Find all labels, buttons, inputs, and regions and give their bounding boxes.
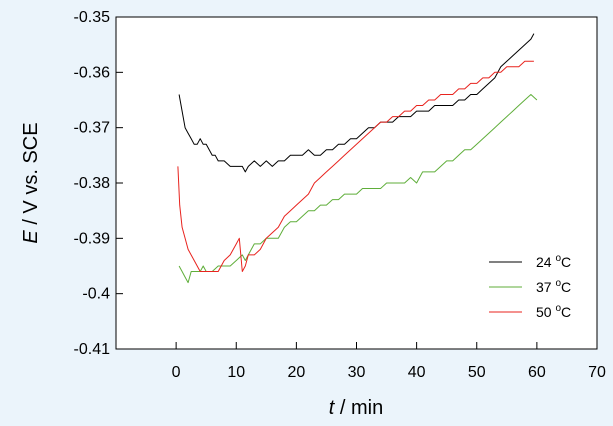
legend-degree: o [555, 253, 561, 264]
legend-entry: 50 oC [536, 303, 571, 320]
plot-area [115, 16, 598, 350]
legend-entry: 37 oC [536, 278, 571, 295]
x-axis-title: t / min [329, 397, 383, 419]
legend-unit: C [561, 254, 571, 270]
x-tick-label: 20 [287, 364, 305, 381]
y-tick-label: -0.39 [74, 230, 111, 247]
x-tick-label: 60 [528, 364, 546, 381]
y-axis: -0.41 -0.4 -0.39 -0.38 -0.37 -0.36 -0.35 [74, 9, 123, 358]
x-axis: 0 10 20 30 40 50 60 70 [172, 342, 606, 381]
x-axis-unit: / min [334, 397, 383, 419]
legend-entry: 24 oC [536, 253, 571, 270]
y-tick-label: -0.41 [74, 341, 111, 358]
x-tick-label: 70 [588, 364, 606, 381]
y-axis-variable: E [20, 230, 42, 244]
y-axis-title: E / V vs. SCE [20, 122, 42, 243]
x-tick-label: 40 [408, 364, 426, 381]
x-tick-label: 50 [468, 364, 486, 381]
y-tick-label: -0.37 [74, 120, 111, 137]
x-axis-variable: t [329, 397, 336, 419]
legend-unit: C [561, 304, 571, 320]
legend-number: 50 [536, 304, 555, 320]
y-tick-label: -0.4 [82, 286, 110, 303]
series-lines [177, 33, 538, 284]
y-tick-label: -0.36 [74, 64, 111, 81]
y-axis-unit: / V vs. SCE [20, 122, 42, 230]
y-tick-label: -0.35 [74, 9, 111, 26]
legend-unit: C [561, 279, 571, 295]
legend-degree: o [555, 278, 561, 289]
series-line-50 [177, 60, 534, 272]
legend-number: 37 [536, 279, 555, 295]
x-tick-label: 0 [172, 364, 181, 381]
x-tick-label: 30 [348, 364, 366, 381]
legend-degree: o [555, 303, 561, 314]
x-tick-label: 10 [227, 364, 245, 381]
y-tick-label: -0.38 [74, 175, 111, 192]
legend-number: 24 [536, 254, 555, 270]
series-line-24 [178, 33, 535, 173]
